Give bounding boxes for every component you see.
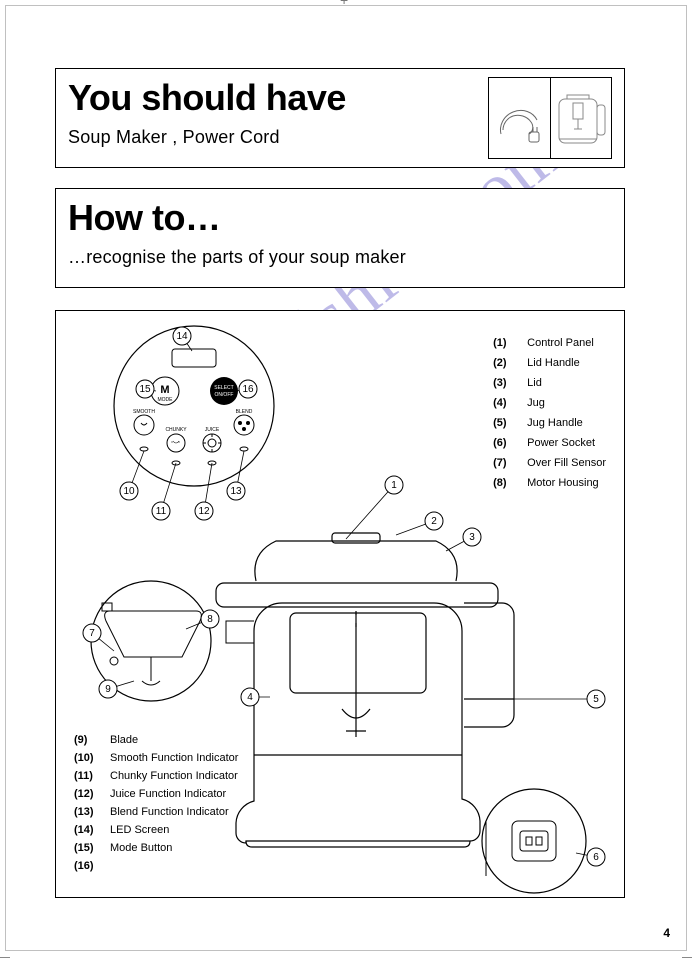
svg-text:4: 4: [247, 692, 253, 703]
crop-mark: [0, 946, 10, 958]
svg-text:14: 14: [176, 331, 188, 342]
crop-mark: [682, 946, 692, 958]
control-panel-detail: M MODE SELECT ON/OFF SMOOTH CHUNKY JUICE…: [114, 326, 274, 486]
soup-maker-body: [216, 533, 514, 847]
svg-text:10: 10: [123, 486, 135, 497]
svg-text:1: 1: [391, 480, 397, 491]
svg-text:13: 13: [230, 486, 242, 497]
select-label-1: SELECT: [214, 385, 233, 391]
svg-text:8: 8: [207, 614, 213, 625]
panel-subtitle: …recognise the parts of your soup maker: [68, 247, 406, 268]
svg-text:16: 16: [242, 384, 254, 395]
panel-parts-diagram: (1)Control Panel(2)Lid Handle(3)Lid(4)Ju…: [55, 310, 625, 898]
mode-label: M: [160, 384, 169, 396]
page-number: 4: [663, 926, 670, 940]
panel-subtitle: Soup Maker , Power Cord: [68, 127, 280, 148]
contents-illustration: [488, 77, 612, 159]
crop-mark: [682, 0, 692, 10]
panel-title: You should have: [68, 77, 346, 119]
svg-text:15: 15: [139, 384, 151, 395]
mode-sub: MODE: [158, 397, 174, 403]
svg-text:3: 3: [469, 532, 475, 543]
panel-title: How to…: [68, 197, 220, 239]
lab-chunky: CHUNKY: [165, 427, 187, 433]
svg-text:5: 5: [593, 694, 599, 705]
panel-how-to: How to… …recognise the parts of your sou…: [55, 188, 625, 288]
lab-juice: JUICE: [205, 427, 220, 433]
power-cord-icon: [495, 88, 545, 148]
svg-text:12: 12: [198, 506, 210, 517]
svg-text:9: 9: [105, 684, 111, 695]
soup-maker-icon: [553, 85, 609, 151]
svg-text:7: 7: [89, 628, 95, 639]
crop-cross: +: [340, 0, 348, 8]
diagram-svg: M MODE SELECT ON/OFF SMOOTH CHUNKY JUICE…: [56, 311, 626, 899]
panel-you-should-have: You should have Soup Maker , Power Cord: [55, 68, 625, 168]
svg-text:6: 6: [593, 852, 599, 863]
svg-text:11: 11: [156, 506, 167, 517]
crop-mark: [0, 0, 10, 10]
lab-smooth: SMOOTH: [133, 409, 155, 415]
lab-blend: BLEND: [236, 409, 253, 415]
select-label-2: ON/OFF: [215, 392, 234, 398]
socket-detail: [482, 789, 586, 893]
svg-text:2: 2: [431, 516, 437, 527]
